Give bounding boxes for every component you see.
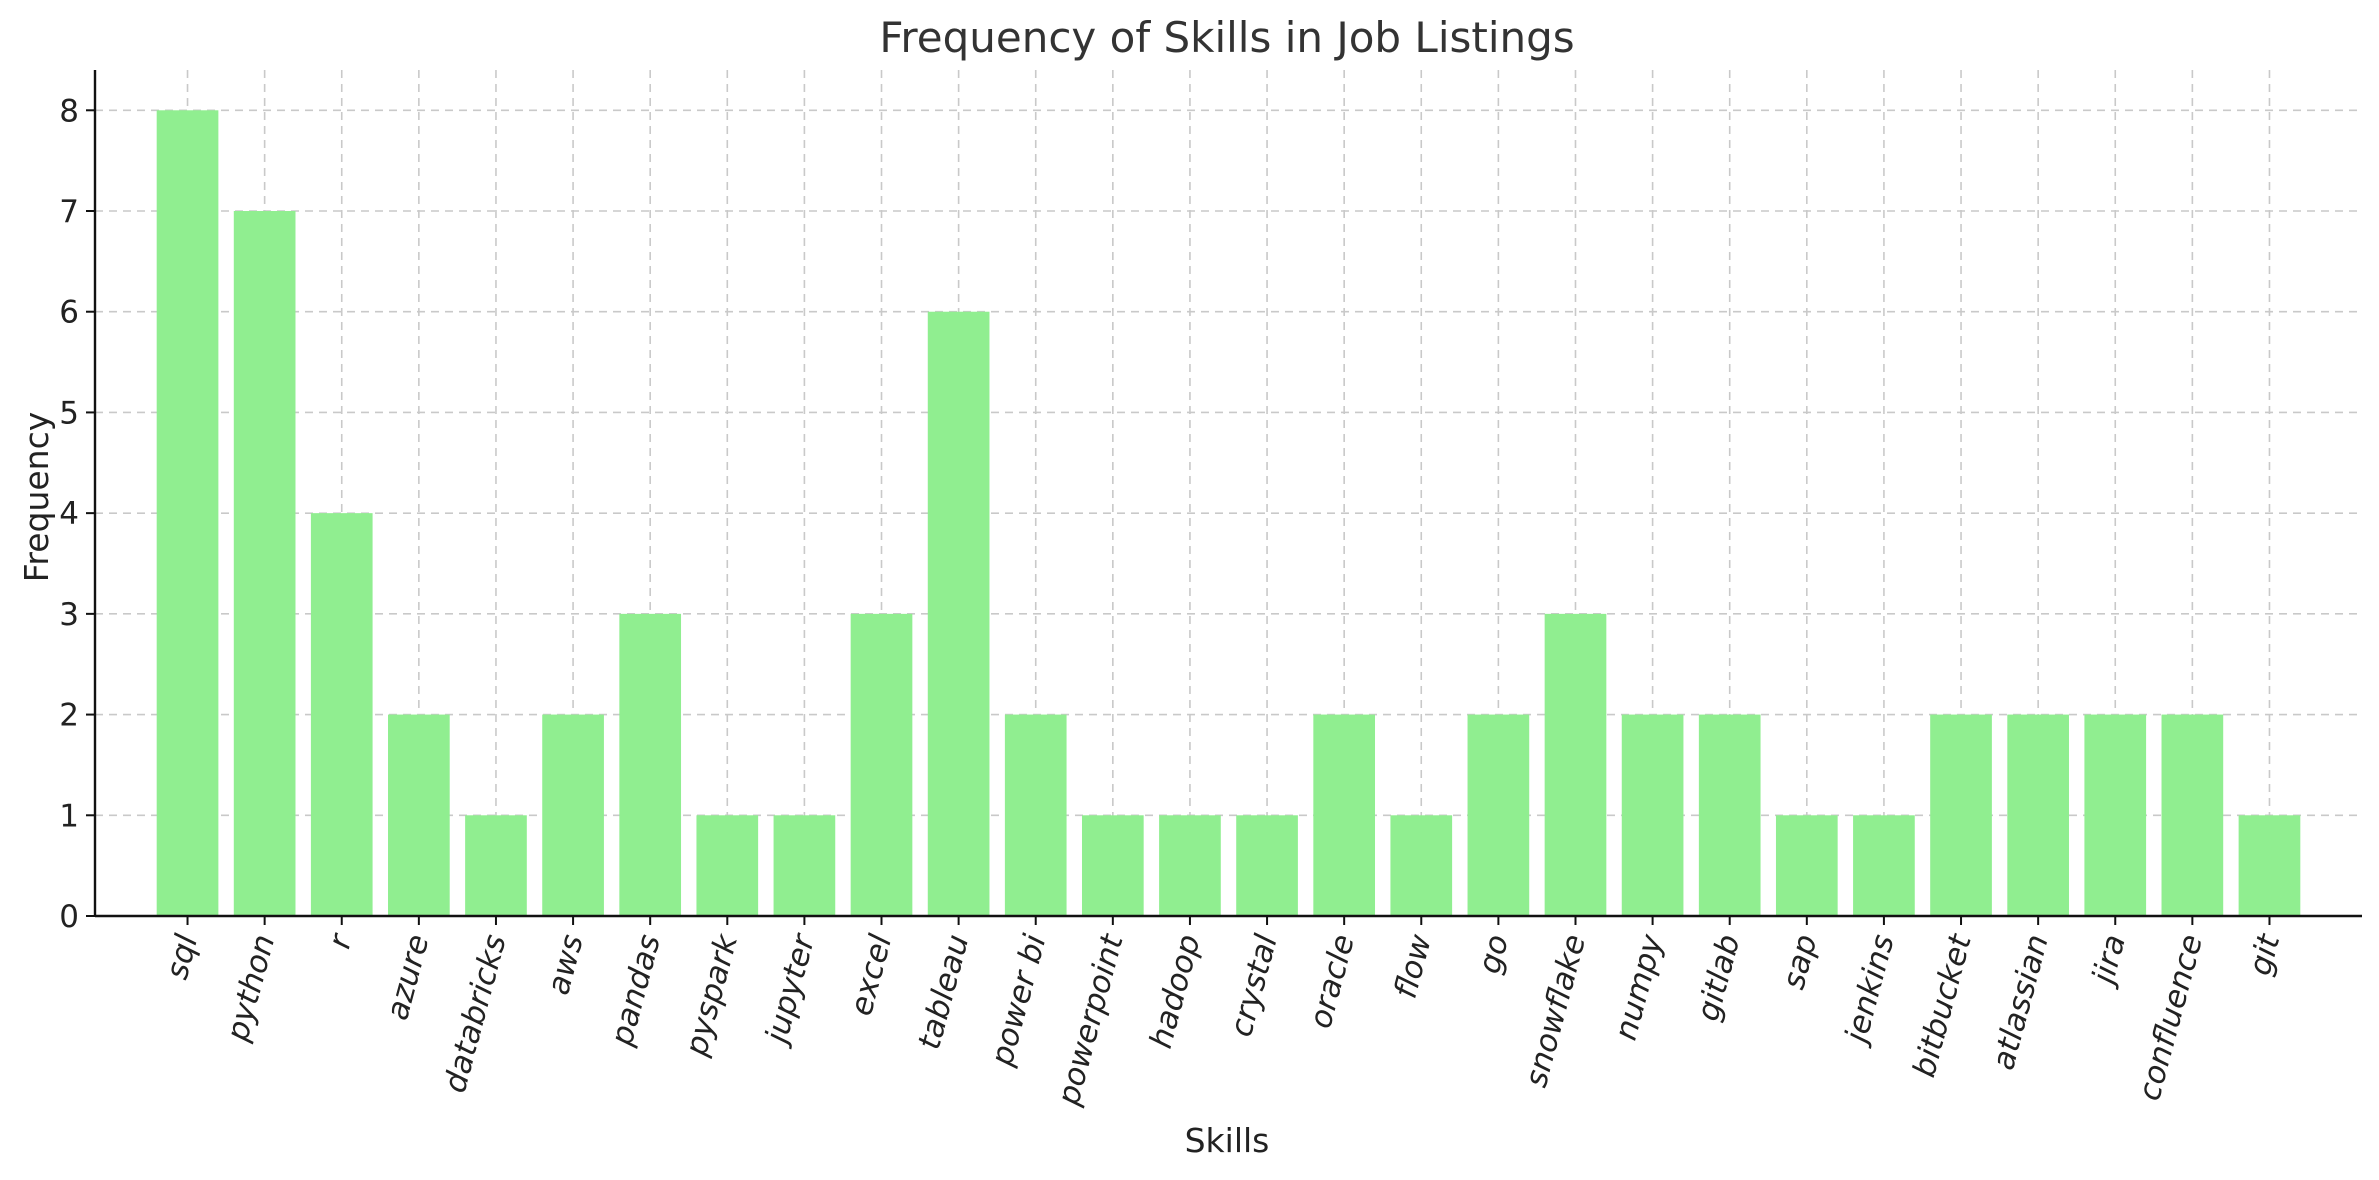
bar-gitlab	[1698, 714, 1761, 916]
y-tick-label: 8	[59, 93, 79, 129]
y-tick-label: 7	[59, 194, 79, 230]
x-tick-label: bitbucket	[1906, 929, 1979, 1081]
x-ticks: sql python r azure databricks aws pandas pyspar…	[159, 916, 2288, 1110]
bar-excel	[850, 613, 913, 916]
x-tick-label: snowflake	[1518, 931, 1593, 1091]
bar-sap	[1775, 815, 1838, 916]
bar-python	[233, 211, 296, 916]
bar-go	[1467, 714, 1530, 916]
grid-lines	[95, 70, 2362, 917]
bar-r	[310, 513, 373, 916]
x-axis-label: Skills	[1185, 1121, 1270, 1160]
x-tick-label: go	[1471, 931, 1516, 978]
y-tick-label: 1	[59, 798, 79, 834]
x-tick-label: excel	[843, 930, 899, 1019]
y-tick-label: 4	[59, 496, 79, 532]
bar-pyspark	[696, 815, 759, 916]
y-axis-label: Frequency	[17, 412, 56, 582]
bar-sql	[156, 110, 219, 917]
bar-aws	[542, 714, 604, 916]
bar-databricks	[465, 815, 527, 916]
x-tick-label: oracle	[1302, 931, 1361, 1033]
x-tick-label: jira	[2084, 931, 2132, 991]
x-tick-label: python	[219, 931, 282, 1046]
y-tick-label: 0	[59, 899, 79, 935]
x-tick-label: pandas	[604, 931, 668, 1051]
bar-hadoop	[1159, 815, 1221, 916]
x-tick-label: git	[2242, 929, 2288, 979]
bar-azure	[388, 714, 450, 916]
bar-powerpoint	[1081, 815, 1144, 916]
bar-git	[2238, 815, 2301, 916]
x-tick-label: r	[321, 929, 360, 953]
x-tick-label: jenkins	[1837, 931, 1901, 1050]
bars	[156, 110, 2301, 917]
bar-snowflake	[1544, 613, 1607, 916]
x-tick-label: powerpoint	[1050, 929, 1131, 1110]
x-tick-label: pyspark	[678, 930, 745, 1061]
x-tick-label: atlassian	[1985, 931, 2056, 1074]
x-tick-label: power bi	[984, 930, 1054, 1070]
chart-title: Frequency of Skills in Job Listings	[879, 13, 1574, 62]
y-tick-label: 2	[59, 698, 79, 734]
bar-flow	[1390, 815, 1453, 916]
x-tick-label: jupyter	[758, 929, 823, 1051]
bar-confluence	[2161, 714, 2224, 916]
x-tick-label: sap	[1776, 931, 1825, 993]
bar-oracle	[1313, 714, 1376, 916]
x-tick-label: flow	[1388, 930, 1440, 1002]
x-tick-label: gitlab	[1690, 931, 1747, 1025]
bar-tableau	[927, 311, 990, 916]
y-tick-label: 6	[59, 295, 79, 331]
bar-pandas	[619, 613, 682, 916]
x-tick-label: numpy	[1608, 930, 1671, 1044]
x-tick-label: databricks	[437, 931, 514, 1097]
bar-atlassian	[2007, 714, 2069, 916]
x-tick-label: aws	[540, 931, 590, 999]
x-tick-label: tableau	[911, 931, 976, 1053]
bar-power-bi	[1004, 714, 1067, 916]
y-tick-label: 3	[59, 597, 79, 633]
x-tick-label: hadoop	[1143, 931, 1208, 1052]
x-tick-label: crystal	[1223, 930, 1285, 1040]
y-ticks: 0 1 2 3 4 5 6 7 8	[59, 93, 95, 935]
bar-crystal	[1236, 815, 1298, 916]
bar-jupyter	[773, 815, 836, 916]
bar-numpy	[1621, 714, 1684, 916]
bar-bitbucket	[1930, 714, 1992, 916]
bar-jenkins	[1853, 815, 1915, 916]
x-tick-label: sql	[159, 930, 205, 983]
x-tick-label: azure	[379, 931, 436, 1024]
x-tick-label: confluence	[2131, 931, 2210, 1105]
bar-jira	[2084, 714, 2147, 916]
y-tick-label: 5	[59, 395, 79, 431]
